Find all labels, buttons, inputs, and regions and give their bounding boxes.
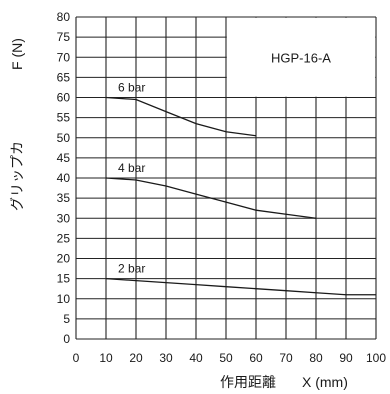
title-panel bbox=[226, 17, 376, 97]
y-tick-label-9: 45 bbox=[57, 151, 71, 165]
y-tick-label-10: 50 bbox=[57, 131, 71, 145]
x-tick-label-5: 50 bbox=[219, 351, 233, 365]
y-axis-label: グリップカ bbox=[9, 141, 25, 211]
y-tick-label-3: 15 bbox=[57, 272, 71, 286]
x-tick-label-4: 40 bbox=[189, 351, 203, 365]
series-label-0: 6 bar bbox=[118, 81, 145, 95]
x-tick-label-7: 70 bbox=[279, 351, 293, 365]
series-label-1: 4 bar bbox=[118, 161, 145, 175]
x-tick-label-6: 60 bbox=[249, 351, 263, 365]
y-axis-symbol: F (N) bbox=[9, 38, 25, 70]
y-tick-label-8: 40 bbox=[57, 171, 71, 185]
x-tick-labels: 0 10 20 30 40 50 60 70 80 90 100 bbox=[73, 351, 387, 365]
y-tick-label-6: 30 bbox=[57, 211, 71, 225]
series-label-layer: 6 bar 4 bar 2 bar bbox=[118, 81, 145, 276]
series-line-2 bbox=[105, 277, 376, 296]
y-tick-label-16: 80 bbox=[57, 10, 71, 24]
y-tick-label-2: 10 bbox=[57, 292, 71, 306]
y-tick-label-7: 35 bbox=[57, 191, 71, 205]
y-tick-label-5: 25 bbox=[57, 231, 71, 245]
grid bbox=[75, 16, 377, 340]
series-layer bbox=[105, 96, 376, 296]
y-tick-label-0: 0 bbox=[63, 332, 70, 346]
x-tick-label-3: 30 bbox=[159, 351, 173, 365]
series-line-1 bbox=[105, 177, 317, 219]
y-tick-label-4: 20 bbox=[57, 252, 71, 266]
x-tick-label-0: 0 bbox=[73, 351, 80, 365]
y-tick-label-12: 60 bbox=[57, 91, 71, 105]
x-tick-label-1: 10 bbox=[99, 351, 113, 365]
chart-title: HGP-16-A bbox=[271, 50, 331, 65]
series-label-2: 2 bar bbox=[118, 262, 145, 276]
y-tick-labels: 0 5 10 15 20 25 30 35 40 45 50 55 60 65 70 75 80 bbox=[57, 10, 71, 346]
series-line-0 bbox=[105, 96, 257, 137]
x-axis-label: 作用距離 bbox=[220, 374, 276, 390]
y-tick-label-13: 65 bbox=[57, 70, 71, 84]
y-tick-label-1: 5 bbox=[63, 312, 70, 326]
x-tick-label-2: 20 bbox=[129, 351, 143, 365]
x-axis-symbol: X (mm) bbox=[302, 374, 348, 390]
y-tick-label-14: 70 bbox=[57, 50, 71, 64]
x-tick-label-10: 100 bbox=[366, 351, 386, 365]
x-tick-label-9: 90 bbox=[339, 351, 353, 365]
y-tick-label-15: 75 bbox=[57, 30, 71, 44]
x-tick-label-8: 80 bbox=[309, 351, 323, 365]
y-tick-label-11: 55 bbox=[57, 111, 71, 125]
